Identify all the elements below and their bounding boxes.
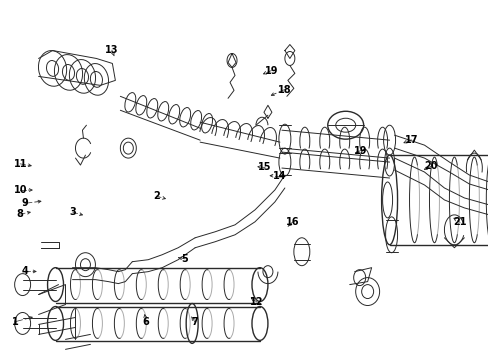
Text: 3: 3	[69, 207, 76, 217]
Text: 12: 12	[249, 297, 263, 307]
Text: 19: 19	[353, 145, 366, 156]
Text: 16: 16	[285, 217, 299, 227]
Text: 6: 6	[142, 317, 149, 327]
Text: 18: 18	[277, 85, 291, 95]
Text: 17: 17	[404, 135, 417, 145]
Text: 9: 9	[21, 198, 28, 208]
Text: 19: 19	[264, 66, 278, 76]
Text: 8: 8	[17, 209, 23, 219]
Text: 13: 13	[105, 45, 119, 55]
Text: 4: 4	[21, 266, 28, 276]
Text: 11: 11	[14, 159, 27, 169]
Text: 21: 21	[452, 217, 466, 227]
Text: 7: 7	[191, 317, 198, 327]
Text: 5: 5	[181, 254, 188, 264]
Text: 15: 15	[258, 162, 271, 172]
Text: 1: 1	[12, 317, 19, 327]
Text: 10: 10	[14, 185, 27, 195]
Text: 2: 2	[153, 191, 160, 201]
Text: 20: 20	[423, 161, 437, 171]
Text: 14: 14	[272, 171, 286, 181]
